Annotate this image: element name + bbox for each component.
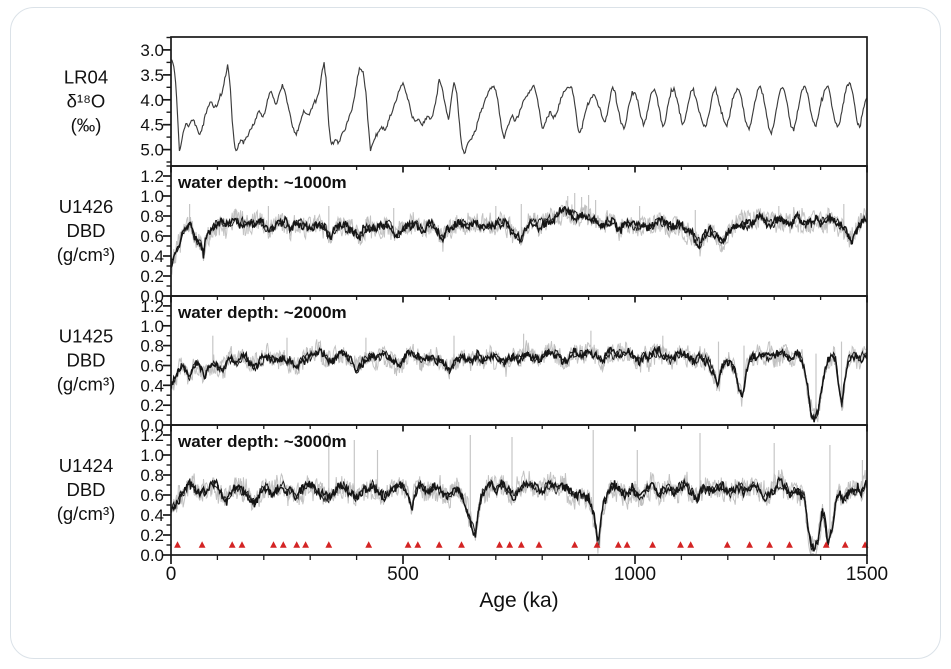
u1426-series-line [171,206,867,269]
tephra-marker-triangle [723,541,731,548]
y-tick-label: 0.8 [140,337,164,356]
y-tick-label: 0.2 [140,267,164,286]
y-tick-label: 0.0 [140,416,164,435]
panel-label-line: DBD [66,220,105,241]
tephra-marker-triangle [198,541,206,548]
y-tick-label: 1.2 [140,426,164,445]
tephra-marker-triangle [270,541,277,548]
panel-label-line: U1426 [59,196,114,217]
y-tick-label: 3.0 [140,41,164,60]
x-tick-label: 0 [166,564,177,585]
tephra-marker-triangle [404,541,412,548]
tephra-marker-triangle [496,541,503,548]
y-tick-label: 1.2 [140,297,164,316]
y-tick-label: 1.0 [140,187,164,206]
u1424-series-line [171,476,867,552]
lr04-series-line [171,59,867,155]
panel-label-line: DBD [66,479,105,500]
y-tick-label: 4.5 [140,116,164,135]
y-tick-label: 0.0 [140,546,164,565]
tephra-marker-triangle [571,541,579,548]
tephra-marker-triangle [458,541,465,548]
y-tick-label: 0.6 [140,356,164,375]
tephra-marker-triangle [435,541,443,548]
y-tick-label: 1.0 [140,446,164,465]
u1424-error-band [171,469,867,555]
water-depth-annotation: water depth: ~1000m [177,173,347,192]
y-tick-label: 1.2 [140,167,164,186]
x-axis-title: Age (ka) [479,589,558,612]
tephra-marker-triangle [293,541,301,548]
tephra-marker-triangle [302,541,309,548]
y-tick-label: 0.6 [140,227,164,246]
tephra-marker-triangle [623,541,631,548]
y-tick-label: 4.0 [140,91,164,110]
tephra-marker-triangle [228,541,236,548]
u1425-error-band [171,339,867,423]
y-tick-label: 0.8 [140,207,164,226]
tephra-marker-triangle [786,541,793,548]
panel-label-line: (‰) [71,115,102,136]
u1426-error-band [171,204,867,265]
panel-label-line: U1425 [59,326,114,347]
tephra-marker-triangle [517,541,525,548]
panel-label-line: LR04 [64,67,108,88]
water-depth-annotation: water depth: ~2000m [177,303,347,322]
tephra-marker-triangle [506,541,514,548]
x-tick-label: 1000 [614,564,656,585]
y-tick-label: 0.4 [140,506,164,525]
tephra-marker-triangle [746,541,753,548]
y-tick-label: 0.4 [140,247,164,266]
u1425-series-line [171,346,867,421]
y-tick-label: 0.0 [140,287,164,306]
panel-label-line: (g/cm³) [57,503,116,524]
tephra-marker-triangle [593,541,601,548]
panel-label-line: δ¹⁸O [67,91,106,112]
tephra-marker-triangle [766,541,773,548]
panel-label-line: (g/cm³) [57,244,116,265]
y-tick-label: 1.0 [140,317,164,336]
u1424-series-line [171,478,867,552]
tephra-marker-triangle [822,541,830,548]
u1426-series-line [171,205,867,267]
tephra-marker-triangle [238,541,246,548]
y-tick-label: 0.2 [140,526,164,545]
panel-u1424-border [170,424,868,556]
panel-label-line: (g/cm³) [57,374,116,395]
y-tick-label: 0.8 [140,466,164,485]
tephra-marker-triangle [365,541,373,548]
y-tick-label: 0.4 [140,376,164,395]
tephra-marker-triangle [535,541,543,548]
x-tick-label: 1500 [846,564,888,585]
tephra-marker-triangle [174,541,181,548]
y-tick-label: 0.2 [140,396,164,415]
tephra-marker-triangle [677,541,684,548]
tephra-marker-triangle [325,541,333,548]
panel-label-line: DBD [66,350,105,371]
tephra-marker-triangle [414,541,422,548]
figure-card [10,7,941,659]
tephra-marker-triangle [279,541,287,548]
panel-label-line: U1424 [59,455,114,476]
tephra-marker-triangle [687,541,695,548]
y-tick-label: 3.5 [140,66,164,85]
tephra-marker-triangle [649,541,656,548]
x-tick-label: 500 [387,564,419,585]
y-tick-label: 5.0 [140,141,164,160]
y-tick-label: 0.6 [140,486,164,505]
tephra-marker-triangle [841,541,849,548]
tephra-marker-triangle [614,541,622,548]
water-depth-annotation: water depth: ~3000m [177,432,347,451]
panel-lr04-border [170,36,868,167]
